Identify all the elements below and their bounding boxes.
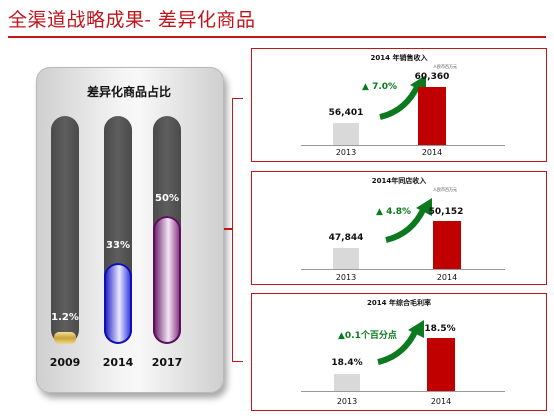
gross-margin-value-2014: 18.5% <box>424 324 456 334</box>
gross-margin-value-2013: 18.4% <box>331 358 363 368</box>
title-divider <box>8 36 546 38</box>
same-store-unit: 人民币百万元 <box>433 187 457 192</box>
sales-xlabel-2014: 2014 <box>421 148 443 157</box>
sales-xlabel-2013: 2013 <box>335 148 357 157</box>
gross-margin-xlabel-2013: 2013 <box>336 397 358 406</box>
sales-unit: 人民币百万元 <box>433 64 457 69</box>
pct-label-2017: 50% <box>155 193 179 204</box>
sales-box: 2014 年销售收入 人民币百万元 ▲ 7.0% 56,401 60,360 2… <box>251 48 547 162</box>
sales-growth-value: 7.0% <box>372 82 398 92</box>
triangle-up-icon: ▲ <box>362 82 373 92</box>
gross-margin-bar-2014 <box>427 338 455 391</box>
page-title: 全渠道战略成果- 差异化商品 <box>8 9 256 31</box>
pct-label-2014: 33% <box>106 240 130 251</box>
same-store-axis <box>301 269 505 270</box>
sales-value-2013: 56,401 <box>328 108 364 118</box>
same-store-box-title: 2014年同店收入 <box>371 177 427 185</box>
gross-margin-box: 2014 年综合毛利率 ▲0.1个百分点 18.4% 18.5% 2013 20… <box>251 293 547 411</box>
same-store-bar-2014 <box>433 221 461 269</box>
pct-label-2009: 1.2% <box>51 312 79 323</box>
tube-2009 <box>51 116 79 344</box>
sales-axis <box>301 145 505 146</box>
same-store-xlabel-2014: 2014 <box>436 273 458 282</box>
year-label-2014: 2014 <box>102 356 134 369</box>
same-store-growth-label: ▲ 4.8% <box>376 207 411 217</box>
sales-bar-2013 <box>333 123 359 145</box>
same-store-value-2013: 47,844 <box>328 233 364 243</box>
fill-2014 <box>104 263 132 344</box>
growth-arrow-icon <box>377 320 424 365</box>
gross-margin-growth-value: 0.1个百分点 <box>344 331 397 341</box>
sales-growth-label: ▲ 7.0% <box>362 82 397 92</box>
triangle-up-icon: ▲ <box>338 331 345 341</box>
gross-margin-axis <box>301 391 505 392</box>
bracket-tip <box>224 228 233 230</box>
sales-box-title: 2014 年销售收入 <box>370 54 428 62</box>
growth-arrow-icon <box>385 198 432 243</box>
year-label-2009: 2009 <box>49 356 81 369</box>
fill-2017 <box>153 216 181 344</box>
bracket <box>232 98 243 362</box>
same-store-value-2014: 50,152 <box>428 207 464 217</box>
gross-margin-bar-2013 <box>334 374 360 391</box>
same-store-growth-value: 4.8% <box>386 207 412 217</box>
sales-bar-2014 <box>418 87 446 145</box>
gross-margin-xlabel-2014: 2014 <box>430 397 452 406</box>
same-store-box: 2014年同店收入 人民币百万元 ▲ 4.8% 47,844 50,152 20… <box>251 171 547 285</box>
sales-value-2014: 60,360 <box>414 72 450 82</box>
fill-2009 <box>54 332 76 344</box>
gross-margin-box-title: 2014 年综合毛利率 <box>367 299 431 307</box>
gross-margin-growth-label: ▲0.1个百分点 <box>338 328 397 341</box>
year-label-2017: 2017 <box>151 356 183 369</box>
same-store-xlabel-2013: 2013 <box>335 273 357 282</box>
same-store-bar-2013 <box>333 248 359 269</box>
triangle-up-icon: ▲ <box>376 207 387 217</box>
share-panel-title: 差异化商品占比 <box>86 85 171 99</box>
